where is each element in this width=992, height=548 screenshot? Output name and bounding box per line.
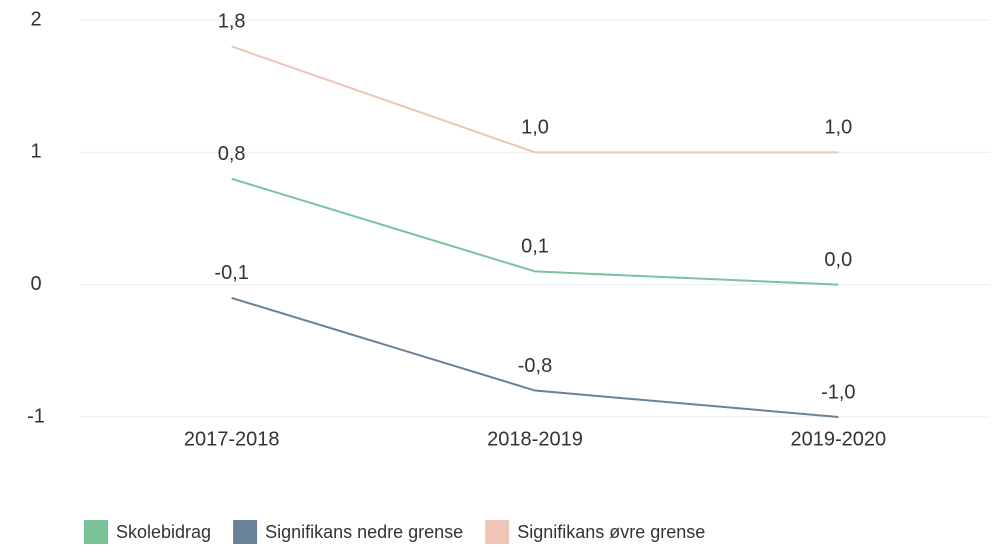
data-label: 1,0 [521, 117, 549, 139]
y-tick-label: 1 [30, 141, 41, 163]
x-tick-label: 2018-2019 [487, 428, 583, 450]
data-label: 1,0 [824, 117, 852, 139]
legend-swatch [84, 520, 108, 544]
legend-label: Skolebidrag [116, 522, 211, 542]
data-label: -1,0 [821, 381, 855, 403]
x-tick-label: 2019-2020 [791, 428, 887, 450]
y-tick-label: 2 [30, 8, 41, 30]
data-label: -0,8 [518, 355, 552, 377]
y-tick-label: -1 [27, 405, 45, 427]
data-label: 0,8 [218, 143, 246, 165]
data-label: 1,8 [218, 11, 246, 33]
data-label: -0,1 [214, 262, 248, 284]
y-tick-label: 0 [30, 273, 41, 295]
series-line [231, 177, 839, 286]
series-line [231, 296, 839, 418]
legend-swatch [485, 520, 510, 544]
legend-swatch [233, 520, 258, 544]
series-line [231, 45, 839, 154]
x-tick-label: 2017-2018 [184, 428, 280, 450]
legend-label: Signifikans nedre grense [265, 522, 463, 542]
data-label: 0,1 [521, 236, 549, 258]
legend-label: Signifikans øvre grense [517, 522, 705, 542]
data-label: 0,0 [824, 249, 852, 271]
